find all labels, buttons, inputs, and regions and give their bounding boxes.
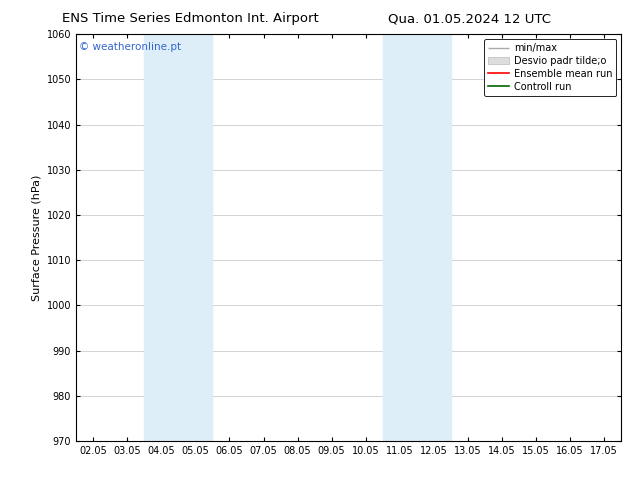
Text: ENS Time Series Edmonton Int. Airport: ENS Time Series Edmonton Int. Airport	[62, 12, 318, 25]
Bar	[144, 34, 212, 441]
Text: © weatheronline.pt: © weatheronline.pt	[79, 43, 181, 52]
Bar	[383, 34, 451, 441]
Text: Qua. 01.05.2024 12 UTC: Qua. 01.05.2024 12 UTC	[387, 12, 551, 25]
Legend: min/max, Desvio padr tilde;o, Ensemble mean run, Controll run: min/max, Desvio padr tilde;o, Ensemble m…	[484, 39, 616, 96]
Y-axis label: Surface Pressure (hPa): Surface Pressure (hPa)	[31, 174, 41, 301]
